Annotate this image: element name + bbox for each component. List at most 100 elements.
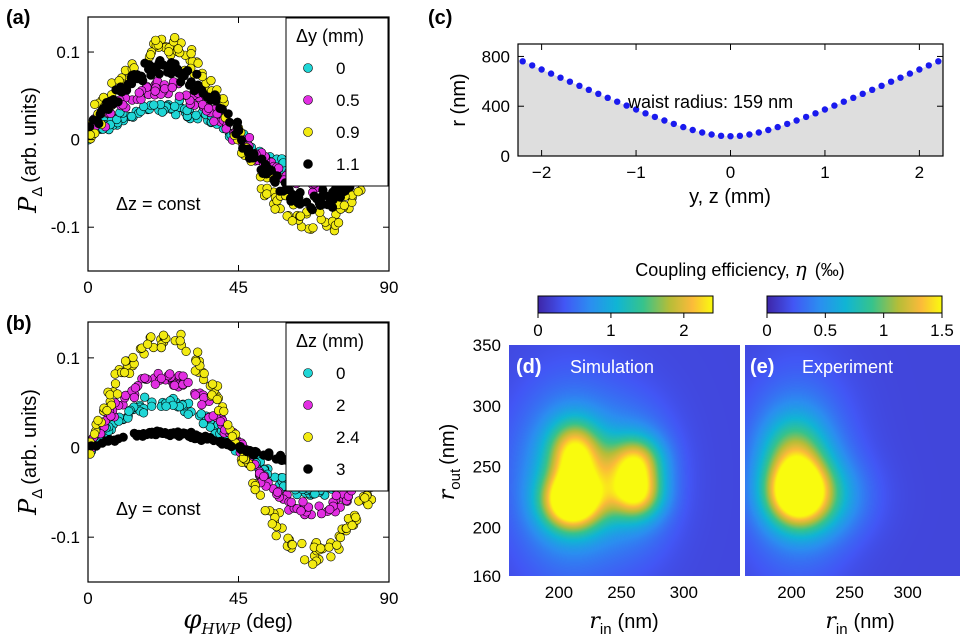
panel-e-label: (e) (750, 356, 774, 378)
panel-e-xlabel-unit: (nm) (854, 611, 895, 633)
colorbar-tick-label: 1 (879, 321, 888, 340)
data-point-b-2 (227, 431, 237, 442)
data-point-b-2 (287, 540, 298, 550)
x-tick-label: 300 (670, 583, 698, 602)
data-point-b-0 (161, 401, 171, 411)
waist-point (859, 90, 866, 98)
panel-label-b: (b) (6, 313, 32, 335)
data-point-b-1 (259, 471, 269, 482)
panel-a-ylabel-sub: Δ (29, 187, 46, 197)
colorbar-tick-label: 1.5 (930, 321, 954, 340)
colorbar-title-symbol: η (795, 257, 807, 281)
data-point-b-1 (296, 506, 306, 516)
data-point-a-2 (88, 130, 95, 140)
data-point-b-1 (183, 377, 193, 388)
data-point-b-2 (102, 406, 112, 416)
data-point-b-2 (175, 336, 185, 346)
panel-d-xlabel-unit: (nm) (618, 611, 659, 633)
data-point-b-0 (196, 409, 206, 419)
waist-point (632, 106, 640, 113)
waist-point (717, 132, 725, 139)
colorbar-tick-label: 0 (533, 321, 542, 340)
data-point-a-3 (165, 64, 175, 74)
data-point-b-2 (316, 543, 326, 553)
panel-a-legend-title: Δy (mm) (296, 26, 364, 46)
x-tick-label: 0 (83, 589, 92, 608)
y-tick-label: 160 (473, 567, 501, 586)
legend-marker (303, 400, 313, 410)
data-point-a-3 (155, 59, 165, 69)
panel-d-title: Simulation (570, 357, 654, 377)
x-tick-label: 0 (83, 278, 92, 297)
data-point-b-0 (183, 409, 193, 419)
data-point-a-2 (164, 47, 174, 57)
legend-entry: 0 (336, 364, 345, 383)
waist-point (529, 62, 536, 69)
data-point-a-3 (257, 154, 267, 164)
data-point-b-1 (298, 497, 308, 507)
waist-point (661, 117, 668, 124)
data-point-b-0 (124, 406, 134, 416)
y-tick-label: 800 (482, 47, 510, 66)
colorbar-title-pre: Coupling efficiency, (635, 260, 794, 280)
y-tick-label: -0.1 (51, 528, 80, 547)
legend-marker (303, 368, 313, 378)
data-point-a-3 (272, 171, 282, 181)
panel-c-scatter: −2 −1 0 1 2 0 400 800 waist radius: 159 nm r (n… (448, 43, 944, 208)
x-tick-label: 200 (545, 583, 573, 602)
data-point-a-3 (192, 69, 202, 79)
legend-entry: 1.1 (336, 155, 360, 174)
panel-a-legend: Δy (mm) 0 0.5 0.9 1.1 (285, 17, 389, 187)
data-point-a-3 (243, 144, 253, 155)
data-point-b-2 (360, 493, 370, 503)
waist-point (887, 78, 895, 85)
x-tick-label: 200 (777, 583, 805, 602)
x-tick-label: 90 (380, 589, 399, 608)
legend-marker (303, 63, 313, 73)
data-point-b-3 (184, 431, 194, 442)
data-point-b-2 (271, 531, 281, 541)
data-point-b-2 (246, 462, 256, 472)
legend-marker (303, 127, 313, 137)
x-tick-label: 2 (915, 163, 924, 182)
data-point-b-1 (314, 501, 324, 511)
waist-point (793, 117, 800, 124)
data-point-b-2 (143, 339, 153, 349)
data-point-a-2 (170, 32, 180, 43)
data-point-b-2 (324, 542, 334, 552)
colorbar-tick-label: 0.5 (814, 321, 838, 340)
data-point-b-1 (150, 379, 160, 389)
panel-c-ticks: −2 −1 0 1 2 0 400 800 (482, 44, 943, 182)
y-tick-label: 350 (473, 336, 501, 355)
data-point-a-2 (206, 75, 216, 86)
waist-point (547, 70, 555, 77)
panel-b-legend: Δz (mm) 0 2 2.4 3 (285, 322, 389, 492)
y-tick-label: 250 (473, 458, 501, 477)
waist-point (802, 113, 810, 121)
panel-b-ylabel-symbol: P (14, 498, 42, 516)
data-point-b-2 (326, 552, 336, 562)
data-point-a-2 (90, 99, 100, 109)
data-point-a-2 (339, 200, 349, 210)
data-point-b-2 (223, 420, 233, 430)
legend-marker (303, 464, 313, 474)
colorbar-simulation-gradient (537, 295, 714, 314)
data-point-b-2 (89, 429, 100, 439)
y-tick-label: 0 (71, 439, 80, 458)
data-point-a-0 (170, 101, 180, 111)
colorbar-tick-label: 1 (606, 321, 615, 340)
waist-point (812, 110, 819, 117)
data-point-b-1 (273, 487, 283, 497)
data-point-b-2 (297, 538, 307, 549)
data-point-b-1 (197, 400, 207, 410)
panel-label-c: (c) (428, 7, 452, 29)
data-point-a-3 (133, 74, 143, 84)
waist-point (878, 82, 885, 90)
waist-point (727, 133, 734, 140)
waist-point (604, 94, 611, 102)
data-point-a-2 (193, 58, 203, 68)
waist-point (935, 58, 942, 65)
data-point-a-2 (308, 223, 318, 233)
data-point-b-2 (208, 379, 218, 389)
data-point-b-1 (286, 497, 296, 507)
